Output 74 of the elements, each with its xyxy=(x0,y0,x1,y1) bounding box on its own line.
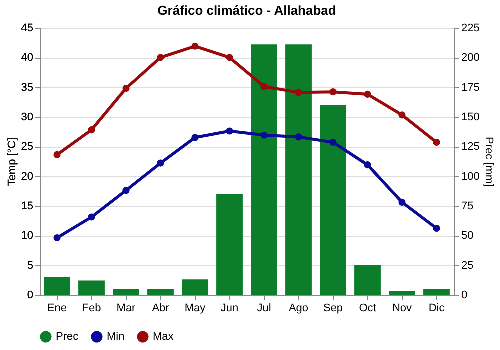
point xyxy=(364,162,372,169)
point xyxy=(330,88,337,96)
point xyxy=(122,187,130,194)
x-tick-label: Jul xyxy=(257,302,272,314)
point xyxy=(192,42,199,50)
point xyxy=(260,132,268,139)
bar xyxy=(251,44,278,295)
point xyxy=(88,126,96,134)
x-tick-label: Ene xyxy=(47,302,68,314)
bar xyxy=(286,44,312,295)
x-tick-label: Sep xyxy=(323,302,344,314)
y2-tick-label: 75 xyxy=(462,200,474,212)
point xyxy=(54,234,61,242)
point xyxy=(364,90,372,98)
x-tick-label: Ago xyxy=(288,302,309,314)
point xyxy=(157,160,164,167)
x-tick-label: Dic xyxy=(428,302,446,314)
bar xyxy=(182,280,208,295)
x-tick-label: May xyxy=(184,302,206,314)
bar xyxy=(148,289,174,295)
bar xyxy=(216,194,243,295)
bar xyxy=(389,291,416,295)
legend-label: Min xyxy=(107,331,125,343)
y-tick-label: 25 xyxy=(21,141,34,154)
y2-axis-title: Prec [mm] xyxy=(482,136,495,188)
bar xyxy=(320,105,346,295)
point xyxy=(433,225,440,232)
x-tick-label: Jun xyxy=(220,302,239,314)
y2-tick-label: 25 xyxy=(462,260,474,272)
y2-tick-label: 50 xyxy=(462,230,474,242)
x-tick-label: Mar xyxy=(116,302,136,314)
point xyxy=(295,89,302,96)
y2-tick-label: 100 xyxy=(462,170,480,183)
point xyxy=(226,128,234,135)
x-tick-label: Oct xyxy=(359,302,376,314)
legend-label: Max xyxy=(153,331,174,343)
y-tick-label: 35 xyxy=(21,82,34,94)
y-tick-label: 40 xyxy=(21,52,34,64)
point xyxy=(433,138,440,146)
point xyxy=(226,54,234,62)
y2-tick-label: 0 xyxy=(462,290,468,302)
y2-tick-label: 150 xyxy=(462,112,480,124)
bar xyxy=(78,280,105,295)
y2-tick-label: 225 xyxy=(462,22,480,34)
legend-label: Prec xyxy=(56,331,80,343)
x-tick-label: Abr xyxy=(152,302,170,314)
y-tick-label: 45 xyxy=(21,22,34,34)
point xyxy=(398,198,406,206)
y-tick-label: 10 xyxy=(21,230,34,242)
y-tick-label: 30 xyxy=(21,112,34,124)
point xyxy=(295,134,302,141)
y-tick-label: 5 xyxy=(27,260,34,272)
x-tick-label: Feb xyxy=(82,302,102,314)
bar xyxy=(424,289,450,295)
chart-title: Gráfico climático - Allahabad xyxy=(158,3,336,18)
bar xyxy=(354,265,381,295)
point xyxy=(88,214,96,221)
x-tick-label: Nov xyxy=(392,302,413,314)
y-tick-label: 20 xyxy=(21,170,34,183)
point xyxy=(398,112,406,119)
y-tick-label: 0 xyxy=(27,290,34,302)
bar xyxy=(113,289,140,295)
point xyxy=(157,54,164,62)
bar xyxy=(44,277,70,295)
y2-tick-label: 200 xyxy=(462,52,480,64)
point xyxy=(122,84,130,92)
point xyxy=(260,83,268,90)
point xyxy=(330,138,337,146)
y2-tick-label: 175 xyxy=(462,82,480,94)
y-axis-title: Temp [°C] xyxy=(6,138,18,186)
point xyxy=(54,151,61,158)
point xyxy=(192,134,199,142)
y2-tick-label: 125 xyxy=(462,141,480,154)
y-tick-label: 15 xyxy=(21,200,34,212)
